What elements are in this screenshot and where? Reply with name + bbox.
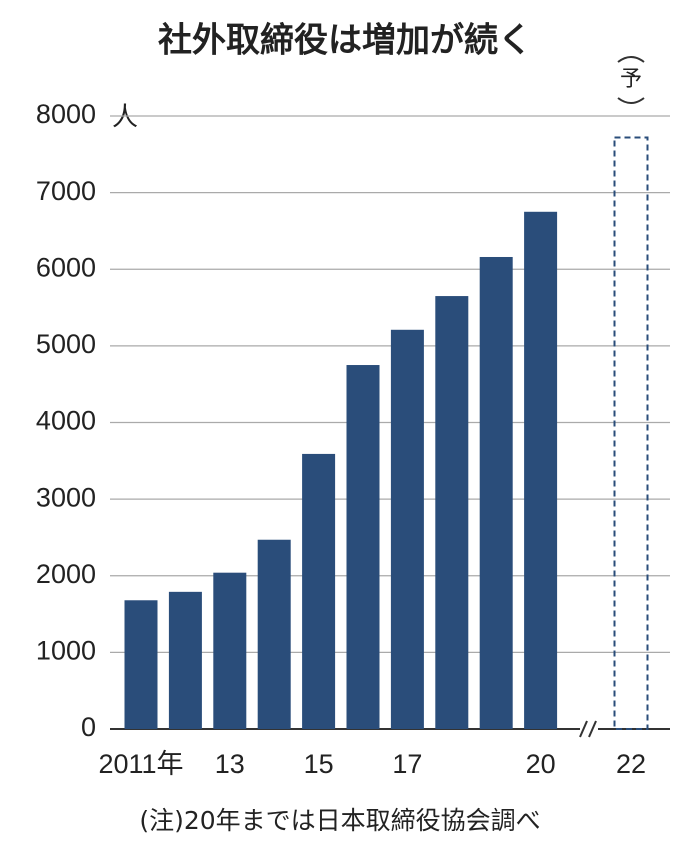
annotation-paren (617, 56, 645, 104)
y-tick-label: 1000 (36, 636, 96, 666)
bar (524, 211, 558, 729)
y-tick-label: 7000 (36, 176, 96, 206)
bar (302, 453, 336, 729)
bar (390, 329, 424, 729)
x-tick-label: 22 (616, 749, 646, 779)
axis-break (579, 720, 588, 738)
bar (124, 600, 158, 729)
y-unit: 人 (112, 103, 138, 133)
annotation: 予 (620, 67, 642, 92)
bar (479, 256, 513, 729)
y-tick-label: 5000 (36, 329, 96, 359)
bar (257, 539, 291, 729)
bar (613, 136, 649, 730)
bar (435, 296, 469, 729)
x-tick-label: 2011年 (98, 749, 183, 779)
x-tick-label: 17 (392, 749, 422, 779)
bar (168, 591, 202, 729)
x-tick-label: 13 (215, 749, 245, 779)
y-tick-label: 4000 (36, 406, 96, 436)
x-tick-label: 20 (526, 749, 556, 779)
y-tick-label: 2000 (36, 559, 96, 589)
bar (213, 572, 247, 729)
y-tick-label: 8000 (36, 99, 96, 129)
x-tick-label: 15 (304, 749, 334, 779)
chart-title: 社外取締役は増加が続く (158, 21, 532, 61)
bar (346, 365, 380, 729)
axis-break (588, 720, 597, 738)
note: (注)20年までは日本取締役協会調べ (139, 806, 540, 835)
y-tick-label: 3000 (36, 482, 96, 512)
y-tick-label: 6000 (36, 252, 96, 282)
y-tick-label: 0 (81, 712, 96, 742)
